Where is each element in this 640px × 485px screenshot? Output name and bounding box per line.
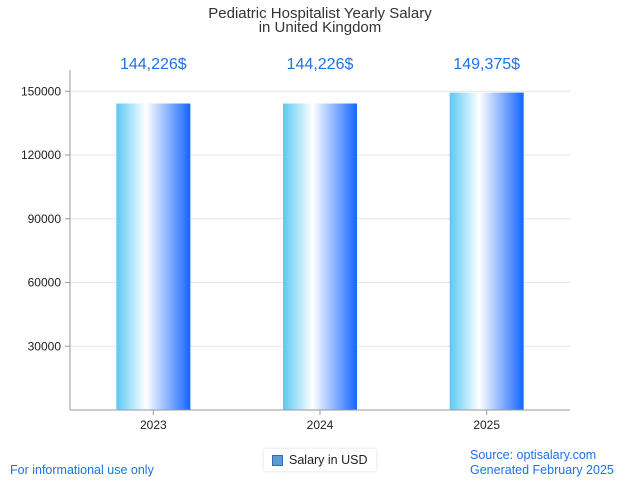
y-tick-label: 120000 <box>21 148 61 162</box>
chart-title-line-2: in United Kingdom <box>259 19 382 36</box>
legend-label: Salary in USD <box>289 453 368 467</box>
generated-date: Generated February 2025 <box>470 463 614 477</box>
source-link[interactable]: Source: optisalary.com <box>470 448 597 462</box>
data-label-2024: 144,226$ <box>287 56 354 73</box>
data-label-2025: 149,375$ <box>453 56 520 73</box>
bar-2024[interactable] <box>283 103 357 411</box>
y-tick-label: 30000 <box>28 339 62 353</box>
x-tick-label: 2024 <box>307 418 334 432</box>
legend[interactable]: Salary in USD <box>264 449 376 471</box>
data-label-2023: 144,226$ <box>120 56 187 73</box>
bar-2023[interactable] <box>116 103 191 411</box>
y-tick-label: 60000 <box>28 276 62 290</box>
x-tick-label: 2023 <box>140 418 167 432</box>
legend-swatch <box>272 454 283 466</box>
y-tick-label: 90000 <box>28 212 62 226</box>
chart-title-line-1: Pediatric Hospitalist Yearly Salary <box>208 5 432 22</box>
bar-2025[interactable] <box>449 92 524 410</box>
disclaimer-text: For informational use only <box>10 463 154 477</box>
y-tick-label: 150000 <box>21 84 61 98</box>
x-tick-label: 2025 <box>473 418 500 432</box>
